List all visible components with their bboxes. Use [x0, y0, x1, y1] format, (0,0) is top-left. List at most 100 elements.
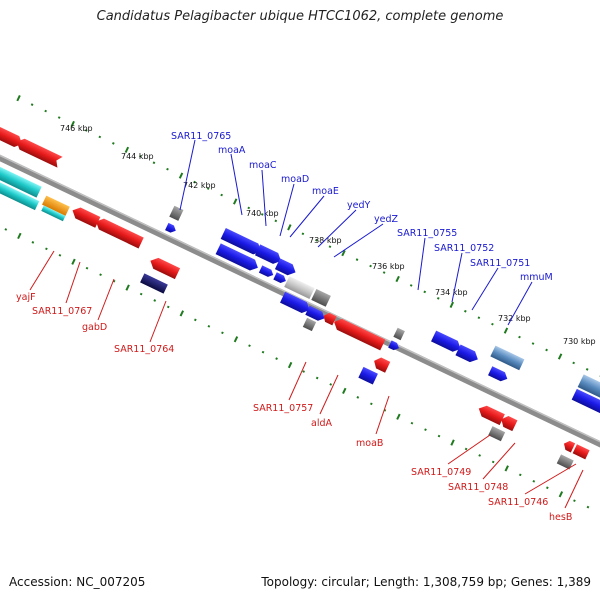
tick-mark-minor: [409, 284, 413, 287]
figure-title: Candidatus Pelagibacter ubique HTCC1062,…: [96, 9, 504, 24]
feature-box: [169, 205, 184, 221]
tick-mark-major: [450, 439, 455, 446]
gene-label: moaA: [218, 145, 246, 156]
leader-line: [149, 300, 167, 343]
accession-text: Accession: NC_007205: [9, 575, 146, 589]
tick-mark-minor: [4, 228, 8, 231]
feature-box: [556, 454, 574, 470]
tick-mark-minor: [58, 253, 62, 257]
gene-arrow: [431, 330, 461, 352]
tick-mark-minor: [315, 238, 318, 242]
gene-label: SAR11_0752: [434, 243, 494, 254]
feature-box: [42, 195, 70, 216]
tick-mark-minor: [518, 473, 522, 477]
tick-track-bottom: [4, 228, 590, 509]
tick-mark-major: [287, 224, 292, 231]
gene-label: SAR11_0751: [470, 258, 530, 269]
gene-arrow: [165, 222, 176, 233]
leader-line: [471, 267, 499, 311]
forward-strand-features: [0, 124, 600, 417]
leader-line: [261, 169, 267, 227]
tick-mark-minor: [491, 322, 494, 326]
tick-mark-major: [395, 275, 400, 283]
tick-mark-major: [124, 146, 130, 153]
leader-line: [507, 281, 533, 326]
gene-arrow: [572, 444, 590, 460]
tick-mark-minor: [356, 396, 360, 399]
tick-mark-minor: [424, 428, 427, 431]
tick-label: 730 kbp: [563, 337, 596, 346]
gene-label: SAR11_0767: [32, 306, 92, 317]
feature-box: [0, 160, 42, 198]
tick-mark-minor: [260, 213, 264, 216]
tick-mark-major: [232, 198, 238, 205]
tick-mark-minor: [139, 292, 143, 296]
gene-arrow: [563, 440, 576, 453]
tick-mark-major: [558, 491, 564, 498]
gene-label: gabD: [82, 322, 107, 333]
feature-box: [41, 205, 66, 222]
tick-mark-major: [341, 250, 346, 257]
tick-mark-minor: [464, 309, 467, 313]
gene-arrow: [274, 258, 296, 276]
gene-arrow: [388, 340, 399, 351]
bottom-label-leaders: [29, 250, 584, 509]
leader-line: [524, 463, 577, 495]
tick-mark-major: [342, 387, 347, 395]
tick-mark-major: [17, 232, 22, 240]
gene-arrow: [72, 207, 101, 228]
gene-arrow: [0, 124, 23, 148]
feature-box: [140, 273, 168, 294]
tick-mark-minor: [84, 129, 88, 132]
feature-box: [488, 426, 506, 442]
tick-label: 734 kbp: [435, 288, 468, 297]
gene-arrow: [280, 291, 310, 313]
gene-arrow: [273, 272, 286, 283]
gene-arrow: [150, 257, 181, 280]
leader-line: [317, 209, 357, 248]
gene-label: SAR11_0755: [397, 228, 457, 239]
tick-mark-major: [557, 353, 563, 360]
tick-mark-minor: [275, 357, 278, 360]
tick-mark-minor: [221, 331, 224, 335]
tick-mark-minor: [423, 290, 427, 294]
tick-mark-major: [125, 284, 130, 291]
gene-label: moaD: [281, 174, 309, 185]
top-label-leaders: [179, 139, 533, 326]
feature-box: [284, 276, 315, 299]
tick-mark-minor: [248, 344, 251, 348]
tick-mark-major: [396, 413, 401, 420]
tick-mark-major: [449, 301, 455, 308]
tick-mark-minor: [546, 486, 549, 490]
gene-label: SAR11_0764: [114, 344, 174, 355]
gene-arrow: [455, 344, 478, 363]
tick-mark-minor: [478, 454, 481, 457]
gene-arrow: [571, 388, 600, 417]
gene-label: SAR11_0757: [253, 403, 313, 414]
tick-label: 736 kbp: [372, 262, 405, 271]
leader-line: [447, 434, 491, 465]
leader-line: [417, 237, 426, 291]
leader-line: [288, 361, 307, 401]
leader-line: [482, 442, 516, 480]
tick-mark-minor: [31, 241, 35, 244]
tick-mark-major: [71, 258, 76, 265]
gene-arrow: [96, 218, 144, 249]
leader-line: [279, 183, 295, 237]
gene-label: hesB: [549, 512, 572, 523]
leader-line: [564, 469, 584, 509]
tick-mark-major: [70, 120, 75, 128]
tick-mark-minor: [491, 460, 495, 464]
tick-mark-minor: [302, 370, 305, 373]
gene-arrow: [478, 405, 505, 426]
leader-line: [230, 153, 243, 216]
leader-line: [97, 278, 115, 321]
gene-arrow: [220, 228, 262, 255]
tick-mark-major: [504, 465, 509, 472]
gene-label: SAR11_0765: [171, 131, 231, 142]
tick-mark-minor: [153, 299, 157, 302]
tick-mark-major: [179, 310, 184, 317]
tick-mark-minor: [355, 258, 359, 261]
